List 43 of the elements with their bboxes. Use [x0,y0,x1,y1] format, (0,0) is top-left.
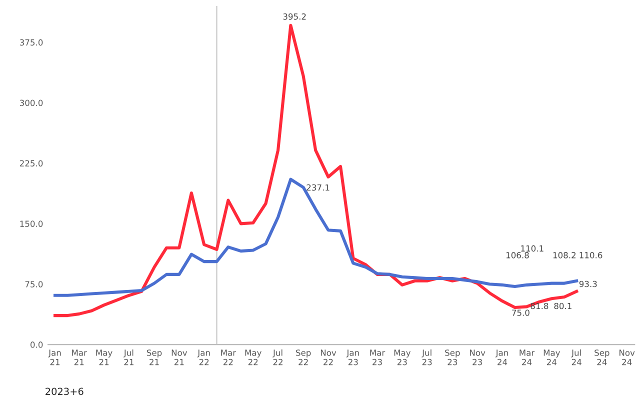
annotation: 108.2 [553,252,576,258]
annotation: 395.2 [283,13,306,20]
x-tick-label: May 24 [544,350,560,366]
line-series [53,178,578,297]
x-tick-label: Sep 21 [146,350,162,366]
annotation: 110.1 [521,245,544,252]
y-tick-label: 75.0 [25,281,43,288]
annotation: 80.1 [554,302,572,310]
y-tick-label: 225.0 [20,160,43,166]
y-tick-label: 0.0 [30,342,43,348]
annotation: 75.0 [512,310,530,316]
x-tick-label: Jul 21 [123,349,134,366]
x-tick-label: May 21 [96,350,112,366]
x-tick-label: Nov 22 [320,350,336,366]
line-series [53,24,578,318]
x-tick-label: May 23 [394,350,411,366]
x-tick-label: Sep 24 [594,350,610,366]
x-tick-label: Sep 22 [296,350,311,366]
x-tick-label: Jul 23 [422,349,432,366]
x-tick-label: Nov 23 [470,350,486,366]
text: 2023+6 [46,388,84,396]
annotation: 93.3 [579,280,597,288]
x-tick-label: Sep 23 [445,350,460,366]
x-tick-label: Jan 22 [197,350,210,366]
x-tick-label: Nov 21 [172,350,188,366]
x-tick-label: Jan 21 [48,350,61,366]
x-tick-label: Mar 24 [520,350,535,366]
y-tick-label: 150.0 [20,220,43,227]
x-tick-label: Jul 22 [272,349,282,366]
annotation: 106.8 [506,252,529,258]
x-tick-label: Nov 24 [620,350,635,366]
x-tick-label: May 22 [245,350,262,366]
x-tick-label: Jan 23 [346,350,359,366]
x-tick-label: Mar 22 [221,350,236,366]
x-tick-label: Jan 24 [495,350,508,366]
annotation: 81.8 [530,302,548,310]
x-tick-label: Mar 21 [72,350,87,366]
y-tick-label: 375.0 [20,39,43,46]
y-tick-label: 300.0 [20,100,43,106]
x-tick-label: Mar 23 [370,350,386,366]
annotation: 237.1 [306,184,330,191]
x-tick-label: Jul 24 [571,349,582,366]
annotation: 110.6 [580,252,602,258]
